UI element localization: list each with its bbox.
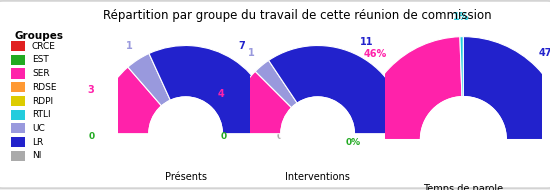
- Text: NI: NI: [32, 151, 41, 160]
- Circle shape: [281, 97, 354, 170]
- Text: 1%: 1%: [453, 12, 470, 22]
- Text: 0: 0: [277, 132, 283, 141]
- Wedge shape: [360, 37, 462, 139]
- Wedge shape: [463, 37, 550, 139]
- Text: 46%: 46%: [364, 49, 387, 59]
- Circle shape: [149, 97, 222, 170]
- Bar: [11, 55, 25, 65]
- Text: 1: 1: [126, 41, 133, 51]
- Text: Interventions: Interventions: [285, 172, 350, 182]
- Text: RDSE: RDSE: [32, 83, 57, 92]
- Wedge shape: [460, 37, 463, 97]
- Text: LR: LR: [32, 138, 43, 147]
- Circle shape: [421, 97, 506, 182]
- Bar: [11, 96, 25, 106]
- Wedge shape: [149, 46, 274, 134]
- Wedge shape: [268, 46, 406, 134]
- Bar: [11, 82, 25, 92]
- Bar: [11, 110, 25, 120]
- Text: 0: 0: [88, 132, 95, 141]
- Text: 7: 7: [239, 41, 245, 51]
- FancyBboxPatch shape: [3, 22, 118, 184]
- Text: RDPI: RDPI: [32, 97, 53, 105]
- Text: Groupes: Groupes: [14, 31, 63, 41]
- Wedge shape: [255, 60, 297, 108]
- Text: 11: 11: [360, 37, 373, 47]
- Bar: [11, 68, 25, 79]
- Wedge shape: [229, 71, 292, 134]
- Text: RTLI: RTLI: [32, 110, 51, 119]
- Bar: [11, 41, 25, 51]
- Text: CRCE: CRCE: [32, 42, 56, 51]
- Text: 1: 1: [248, 48, 255, 58]
- Text: Répartition par groupe du travail de cette réunion de commission: Répartition par groupe du travail de cet…: [103, 9, 491, 21]
- Text: 3: 3: [87, 86, 94, 95]
- Wedge shape: [97, 67, 162, 134]
- Text: 0: 0: [220, 132, 227, 141]
- Text: UC: UC: [32, 124, 45, 133]
- Wedge shape: [128, 53, 170, 106]
- Text: SER: SER: [32, 69, 50, 78]
- Text: Temps de parole
(mots prononcés): Temps de parole (mots prononcés): [420, 184, 507, 190]
- Text: 4: 4: [218, 89, 225, 99]
- Text: Présents: Présents: [164, 172, 207, 182]
- Bar: [11, 151, 25, 161]
- Text: 0%: 0%: [346, 138, 361, 147]
- Text: 47%: 47%: [538, 48, 550, 58]
- Text: 0: 0: [409, 132, 415, 141]
- Text: EST: EST: [32, 55, 48, 64]
- Bar: [11, 137, 25, 147]
- Bar: [11, 123, 25, 133]
